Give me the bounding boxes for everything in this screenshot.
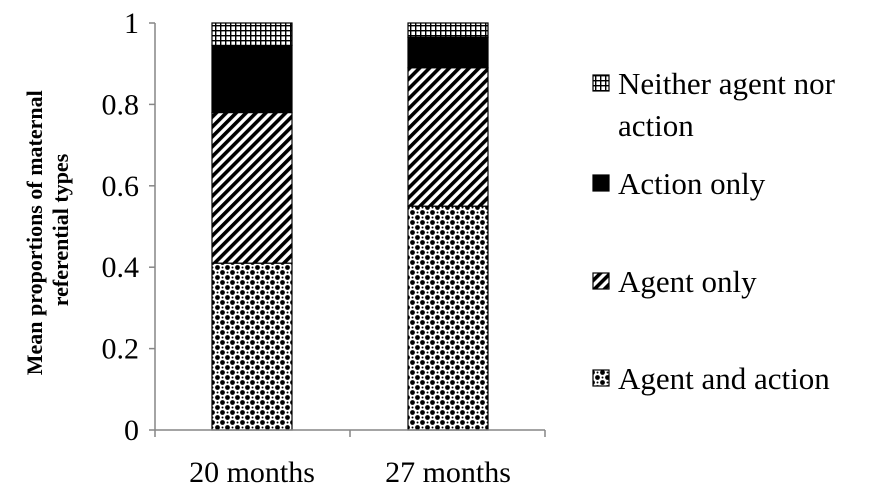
y-axis-label-line-1: Mean proportions of maternal: [22, 90, 47, 375]
x-category-labels: 20 months 27 months: [189, 456, 511, 489]
bar-segment-20-months-series-1: [211, 111, 293, 264]
bar-segment-27-months-series-0: [407, 205, 489, 431]
legend-label-1-line-0: Action only: [618, 166, 766, 201]
y-axis-label-line-2: referential types: [48, 153, 73, 306]
legend-item-2: Agent only: [592, 264, 757, 299]
legend-label-0-line-0: Neither agent nor: [618, 66, 836, 101]
legend-label-3-line-0: Agent and action: [618, 361, 830, 396]
bar-segment-27-months-series-3: [407, 22, 489, 38]
y-tick-label-2: 0.4: [102, 251, 140, 284]
bar-segment-27-months-series-1: [407, 67, 489, 207]
legend-swatch-1: [592, 174, 610, 192]
y-tick-label-3: 0.6: [102, 170, 140, 203]
legend-item-1: Action only: [592, 166, 766, 201]
bar-segment-20-months-series-3: [211, 22, 293, 46]
bars-group: [211, 22, 489, 431]
bar-segment-20-months-series-0: [211, 262, 293, 431]
y-axis-label: Mean proportions of maternal referential…: [22, 85, 73, 375]
legend-item-3: Agent and action: [592, 361, 830, 396]
legend-swatch-3: [592, 369, 610, 387]
axes-group: [149, 22, 546, 437]
bar-segment-27-months-series-2: [407, 36, 489, 69]
y-tick-label-1: 0.2: [102, 333, 140, 366]
legend-label-0-line-1: action: [618, 108, 694, 143]
legend-swatch-0: [592, 74, 610, 92]
y-tick-label-0: 0: [124, 414, 139, 447]
x-category-label-0: 20 months: [189, 456, 315, 489]
legend-label-2-line-0: Agent only: [618, 264, 757, 299]
y-tick-label-5: 1: [124, 7, 139, 40]
y-tick-labels: 0 0.2 0.4 0.6 0.8 1: [102, 7, 140, 447]
legend: Neither agent nor action Action only Agent …: [592, 66, 836, 396]
legend-item-0: Neither agent nor action: [592, 66, 836, 143]
x-category-label-1: 27 months: [385, 456, 511, 489]
legend-swatch-2: [592, 272, 610, 290]
y-tick-label-4: 0.8: [102, 88, 140, 121]
bar-segment-20-months-series-2: [211, 44, 293, 114]
